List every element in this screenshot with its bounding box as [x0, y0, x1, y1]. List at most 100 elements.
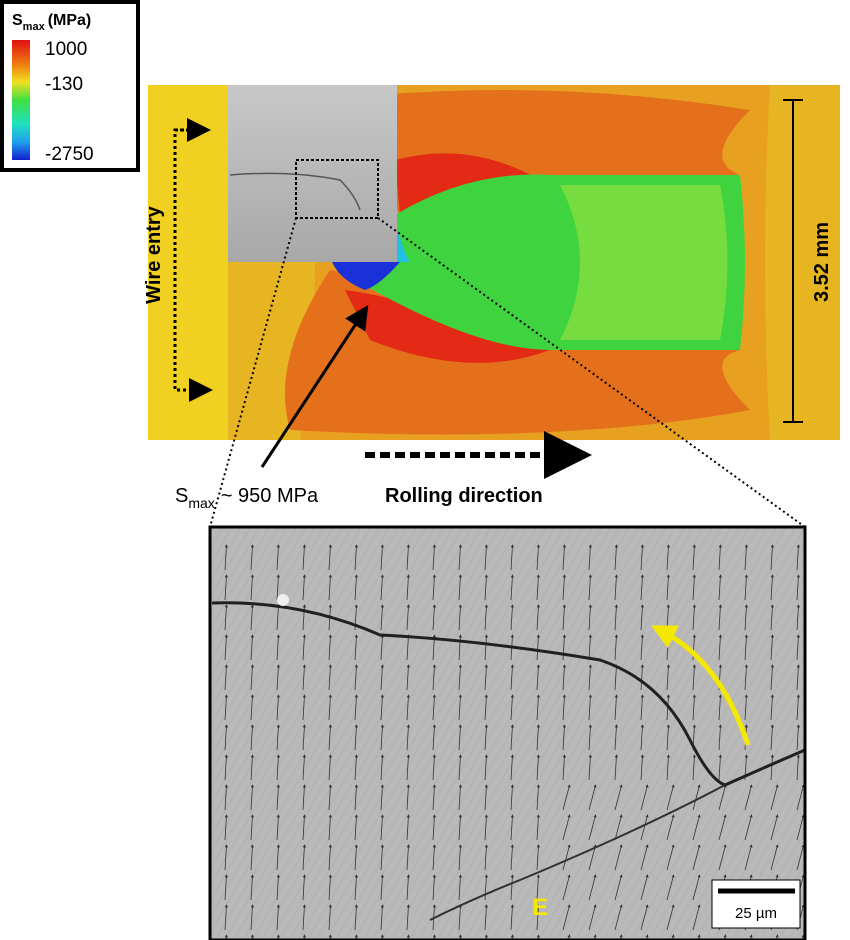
vector-arrow — [640, 664, 644, 691]
vector-arrow — [614, 784, 623, 811]
vector-arrow — [224, 544, 228, 571]
vector-arrow — [770, 604, 774, 631]
vector-arrow — [510, 904, 514, 931]
zoom-box — [295, 159, 379, 219]
vector-arrow — [744, 544, 748, 571]
vector-arrow — [536, 634, 540, 661]
vector-arrow — [458, 904, 462, 931]
vector-arrow — [354, 814, 358, 841]
vector-arrow — [640, 814, 649, 841]
vector-arrow — [250, 604, 254, 631]
stress-contour — [148, 85, 840, 440]
vector-arrow — [250, 904, 254, 931]
vector-arrow — [250, 544, 254, 571]
vector-arrow — [224, 814, 228, 841]
vector-arrow — [614, 664, 618, 691]
vector-arrow — [562, 604, 566, 631]
vector-arrow — [250, 844, 254, 871]
vector-arrow — [354, 724, 358, 751]
scale-bar-label: 25 µm — [735, 905, 777, 922]
vector-arrow — [458, 754, 462, 781]
vector-arrow — [510, 814, 514, 841]
vector-arrow — [432, 844, 436, 871]
vector-arrow — [510, 784, 514, 811]
vector-arrow — [588, 634, 592, 661]
vector-arrow — [614, 904, 623, 931]
vector-arrow — [406, 814, 410, 841]
vector-arrow — [588, 694, 592, 721]
vector-field — [224, 544, 805, 940]
vector-arrow — [354, 754, 358, 781]
vector-arrow — [770, 694, 774, 721]
vector-arrow — [692, 664, 696, 691]
vector-arrow — [562, 664, 566, 691]
vector-arrow — [224, 874, 228, 901]
vector-arrow — [588, 664, 592, 691]
vector-arrow — [666, 574, 670, 601]
vector-arrow — [302, 844, 306, 871]
vector-arrow — [302, 754, 306, 781]
vector-arrow — [224, 574, 228, 601]
vector-arrow — [432, 694, 436, 721]
vector-arrow — [640, 604, 644, 631]
vector-arrow — [692, 574, 696, 601]
vector-arrow — [640, 844, 649, 871]
vector-arrow — [250, 634, 254, 661]
vector-arrow — [484, 634, 488, 661]
vector-arrow — [406, 664, 410, 691]
peak-symbol: S — [175, 485, 188, 507]
vector-arrow — [614, 874, 623, 901]
vector-arrow — [484, 814, 488, 841]
vector-arrow — [328, 634, 332, 661]
vector-arrow — [666, 844, 675, 871]
vector-arrow — [276, 634, 280, 661]
vector-arrow — [796, 634, 800, 661]
vector-arrow — [614, 544, 618, 571]
vector-arrow — [380, 574, 384, 601]
vector-arrow — [510, 724, 514, 751]
vector-arrow — [224, 604, 228, 631]
vector-arrow — [380, 664, 384, 691]
vector-arrow — [588, 874, 597, 901]
region-label: E — [532, 894, 548, 921]
vector-arrow — [380, 634, 384, 661]
vector-arrow — [562, 814, 571, 841]
vector-arrow — [276, 604, 280, 631]
vector-arrow — [588, 844, 597, 871]
vector-arrow — [328, 784, 332, 811]
vector-arrow — [458, 784, 462, 811]
vector-arrow — [744, 664, 748, 691]
vector-arrow — [614, 754, 618, 781]
vector-arrow — [276, 844, 280, 871]
vector-arrow — [536, 874, 540, 901]
vector-arrow — [484, 724, 488, 751]
vector-arrow — [458, 664, 462, 691]
vector-arrow — [640, 694, 644, 721]
vector-arrow — [770, 724, 774, 751]
vector-arrow — [432, 874, 436, 901]
vector-arrow — [328, 904, 332, 931]
vector-arrow — [354, 784, 358, 811]
vector-arrow — [354, 844, 358, 871]
vector-arrow — [744, 604, 748, 631]
vector-arrow — [562, 544, 566, 571]
vector-arrow — [380, 694, 384, 721]
vector-arrow — [796, 694, 800, 721]
vector-arrow — [796, 574, 800, 601]
vector-arrow — [484, 574, 488, 601]
vector-arrow — [718, 814, 727, 841]
vector-arrow — [640, 754, 644, 781]
vector-arrow — [796, 784, 805, 811]
vector-arrow — [718, 544, 722, 571]
vector-arrow — [588, 904, 597, 931]
vector-arrow — [770, 754, 774, 781]
vector-arrow — [692, 604, 696, 631]
vector-arrow — [354, 544, 358, 571]
vector-arrow — [796, 544, 800, 571]
vector-arrow — [432, 754, 436, 781]
vector-arrow — [406, 754, 410, 781]
vector-arrow — [224, 664, 228, 691]
vector-arrow — [458, 844, 462, 871]
